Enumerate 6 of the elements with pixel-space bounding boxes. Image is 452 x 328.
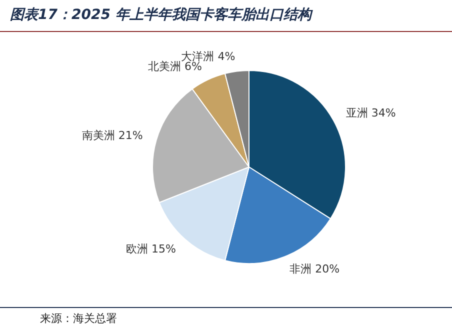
chart-title: 图表17：2025 年上半年我国卡客车胎出口结构 bbox=[10, 6, 312, 24]
slice-label: 亚洲 34% bbox=[346, 106, 396, 120]
slice-label: 非洲 20% bbox=[290, 262, 340, 276]
source-note: 来源：海关总署 bbox=[40, 311, 117, 326]
slice-label: 南美洲 21% bbox=[82, 129, 143, 142]
slice-label: 欧洲 15% bbox=[126, 242, 176, 256]
